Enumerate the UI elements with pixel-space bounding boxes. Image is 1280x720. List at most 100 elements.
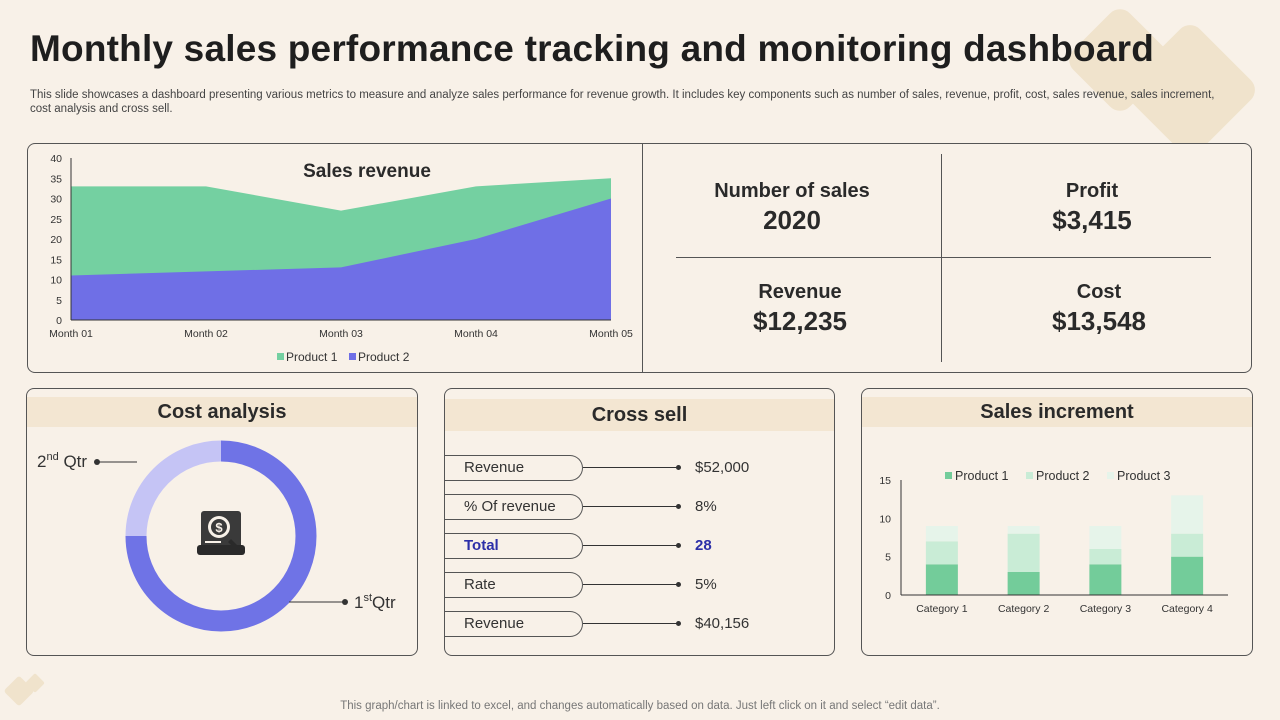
x-tick-label: Month 02: [184, 328, 228, 340]
y-tick-label: 10: [879, 513, 891, 525]
x-tick-label: Category 2: [998, 603, 1050, 615]
page-title: Monthly sales performance tracking and m…: [30, 28, 1155, 69]
q1-leader-dot: [342, 599, 348, 605]
legend-swatch: [277, 353, 284, 360]
cross-sell-value: $52,000: [695, 459, 750, 476]
legend-label: Product 1: [286, 350, 338, 364]
money-document-icon: $: [197, 511, 245, 555]
cross-sell-title: Cross sell: [445, 399, 834, 431]
kpi-value: $12,235: [753, 306, 847, 336]
sales-increment-panel: Sales increment Product 1 Product 2 Produc…: [861, 388, 1253, 656]
bar-segment-series-3[interactable]: [1171, 495, 1204, 534]
connector-dot: [676, 621, 681, 626]
connector-line: [583, 584, 679, 585]
legend-swatch: [349, 353, 356, 360]
kpi-cost: Cost $13,548: [979, 281, 1219, 337]
connector-line: [583, 623, 679, 624]
cross-sell-label: Total: [445, 533, 583, 559]
legend-swatch: [945, 472, 952, 479]
y-tick-label: 5: [885, 552, 891, 564]
bar-segment-series-1[interactable]: [925, 564, 958, 595]
bar-segment-series-2[interactable]: [1007, 533, 1040, 572]
y-tick-label: 5: [56, 295, 62, 307]
sales-revenue-title: Sales revenue: [303, 161, 431, 182]
x-tick-label: Category 4: [1161, 603, 1213, 615]
y-tick-label: 35: [50, 173, 62, 185]
x-tick-label: Month 01: [49, 328, 93, 340]
kpi-value: 2020: [763, 205, 821, 235]
x-tick-label: Month 05: [589, 328, 633, 340]
y-tick-label: 10: [50, 275, 62, 287]
kpi-divider-horizontal: [676, 257, 1211, 258]
donut-slice-1[interactable]: [125, 440, 317, 632]
y-tick-label: 40: [50, 153, 62, 165]
bar-segment-series-2[interactable]: [1089, 549, 1122, 565]
cost-analysis-donut[interactable]: 2nd Qtr 1stQtr $: [27, 389, 417, 655]
connector-line: [583, 467, 679, 468]
kpi-label: Number of sales: [714, 180, 870, 202]
connector-dot: [676, 504, 681, 509]
bar-segment-series-1[interactable]: [1007, 572, 1040, 595]
y-tick-label: 0: [56, 315, 62, 327]
y-tick-label: 20: [50, 234, 62, 246]
legend-swatch: [1026, 472, 1033, 479]
cross-sell-value: 5%: [695, 576, 717, 593]
cross-sell-label: Revenue: [445, 611, 583, 637]
cross-sell-value: 8%: [695, 498, 717, 515]
connector-dot: [676, 543, 681, 548]
legend-label: Product 3: [1117, 469, 1171, 483]
connector-line: [583, 506, 679, 507]
kpi-profit: Profit $3,415: [972, 180, 1212, 236]
legend-label: Product 2: [358, 350, 410, 364]
x-tick-label: Category 3: [1080, 603, 1132, 615]
kpi-number-of-sales: Number of sales 2020: [672, 180, 912, 236]
connector-dot: [676, 582, 681, 587]
legend-label: Product 1: [955, 469, 1009, 483]
bar-segment-series-2[interactable]: [925, 541, 958, 565]
kpi-value: $13,548: [1052, 306, 1146, 336]
legend-label: Product 2: [1036, 469, 1090, 483]
bar-segment-series-3[interactable]: [1089, 526, 1122, 549]
kpi-label: Revenue: [758, 281, 842, 303]
sales-increment-chart[interactable]: Product 1 Product 2 Product 3 0 5 10 15 Catego…: [862, 389, 1252, 655]
footer-note: This graph/chart is linked to excel, and…: [340, 700, 940, 712]
connector-line: [583, 545, 679, 546]
x-tick-label: Month 03: [319, 328, 363, 340]
connector-dot: [676, 465, 681, 470]
y-tick-label: 0: [885, 590, 891, 602]
cost-analysis-panel: Cost analysis 2nd Qtr 1stQtr $: [26, 388, 418, 656]
y-tick-label: 30: [50, 194, 62, 206]
top-panel: 0 5 10 15 20 25 30 35 40 Month 01 Month 02 Month 03…: [27, 143, 1252, 373]
bar-segment-series-3[interactable]: [925, 526, 958, 542]
page-subtitle: This slide showcases a dashboard present…: [30, 89, 1215, 115]
area-series-2[interactable]: [71, 198, 611, 321]
y-tick-label: 25: [50, 214, 62, 226]
legend-swatch: [1107, 472, 1114, 479]
donut-slice-2[interactable]: [125, 440, 222, 537]
q2-leader-dot: [94, 459, 100, 465]
kpi-divider-vertical: [941, 154, 942, 362]
svg-text:$: $: [215, 520, 223, 535]
cross-sell-label: Revenue: [445, 455, 583, 481]
q1-label: 1stQtr: [354, 592, 396, 612]
bar-segment-series-1[interactable]: [1171, 556, 1204, 595]
sales-increment-title: Sales increment: [862, 397, 1252, 427]
cross-sell-label: Rate: [445, 572, 583, 598]
top-panel-divider: [642, 144, 643, 372]
cross-sell-panel: Cross sell Revenue $52,000 % Of revenue …: [444, 388, 835, 656]
cross-sell-value: $40,156: [695, 615, 750, 632]
bar-segment-series-2[interactable]: [1171, 533, 1204, 557]
y-tick-label: 15: [50, 254, 62, 266]
cross-sell-value: 28: [695, 537, 712, 554]
kpi-label: Profit: [1065, 180, 1119, 202]
kpi-value: $3,415: [1052, 205, 1132, 235]
cost-analysis-title: Cost analysis: [27, 397, 417, 427]
x-tick-label: Month 04: [454, 328, 498, 340]
sales-revenue-chart[interactable]: 0 5 10 15 20 25 30 35 40 Month 01 Month 02 Month 03…: [28, 144, 643, 372]
bar-segment-series-1[interactable]: [1089, 564, 1122, 595]
bar-segment-series-3[interactable]: [1007, 526, 1040, 534]
cross-sell-label: % Of revenue: [445, 494, 583, 520]
q2-label: 2nd Qtr: [37, 451, 87, 471]
kpi-label: Cost: [1076, 281, 1122, 303]
x-tick-label: Category 1: [916, 603, 968, 615]
